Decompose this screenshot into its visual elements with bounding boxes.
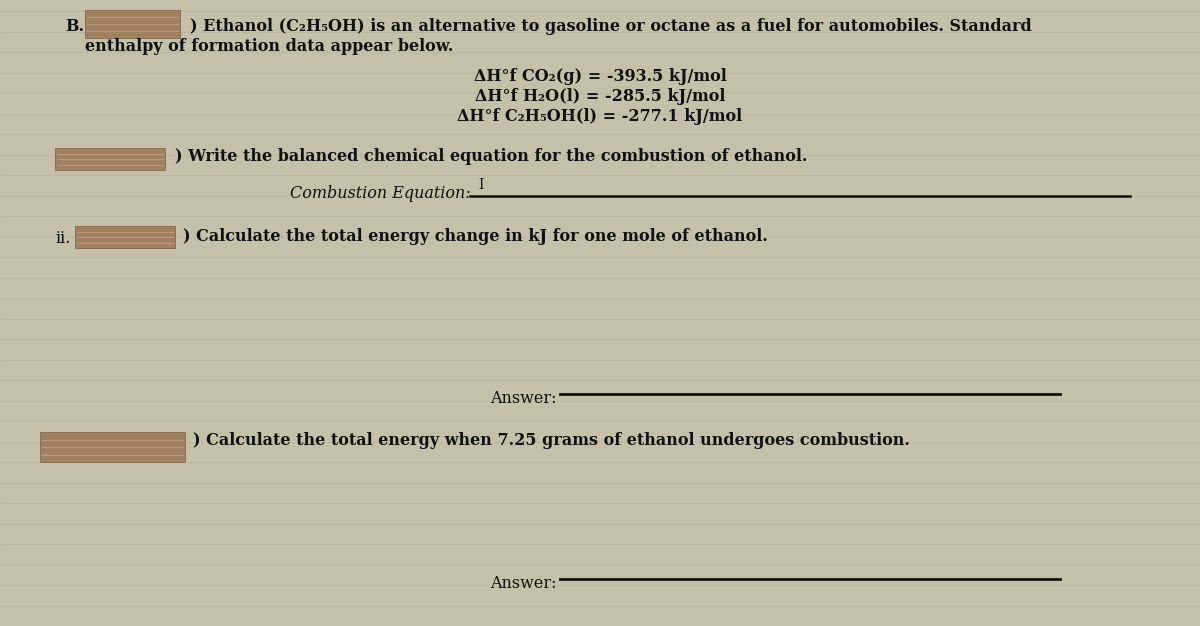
Text: ) Write the balanced chemical equation for the combustion of ethanol.: ) Write the balanced chemical equation f… [175,148,808,165]
Text: ΔH°f C₂H₅OH(l) = -277.1 kJ/mol: ΔH°f C₂H₅OH(l) = -277.1 kJ/mol [457,108,743,125]
Text: Combustion Equation:: Combustion Equation: [290,185,470,202]
Bar [85,10,180,38]
Text: Answer:: Answer: [490,390,557,407]
Text: ΔH°f CO₂(g) = -393.5 kJ/mol: ΔH°f CO₂(g) = -393.5 kJ/mol [474,68,726,85]
Text: I: I [478,178,484,192]
Bar [40,432,185,462]
Text: ) Calculate the total energy change in kJ for one mole of ethanol.: ) Calculate the total energy change in k… [182,228,768,245]
Text: B.: B. [65,18,84,35]
Text: enthalpy of formation data appear below.: enthalpy of formation data appear below. [85,38,454,55]
Text: ii.: ii. [55,230,71,247]
Text: Answer:: Answer: [490,575,557,592]
Text: ) Ethanol (C₂H₅OH) is an alternative to gasoline or octane as a fuel for automob: ) Ethanol (C₂H₅OH) is an alternative to … [190,18,1032,35]
Text: ΔH°f H₂O(l) = -285.5 kJ/mol: ΔH°f H₂O(l) = -285.5 kJ/mol [475,88,725,105]
Bar [55,148,166,170]
Text: ) Calculate the total energy when 7.25 grams of ethanol undergoes combustion.: ) Calculate the total energy when 7.25 g… [193,432,910,449]
Bar [74,226,175,248]
